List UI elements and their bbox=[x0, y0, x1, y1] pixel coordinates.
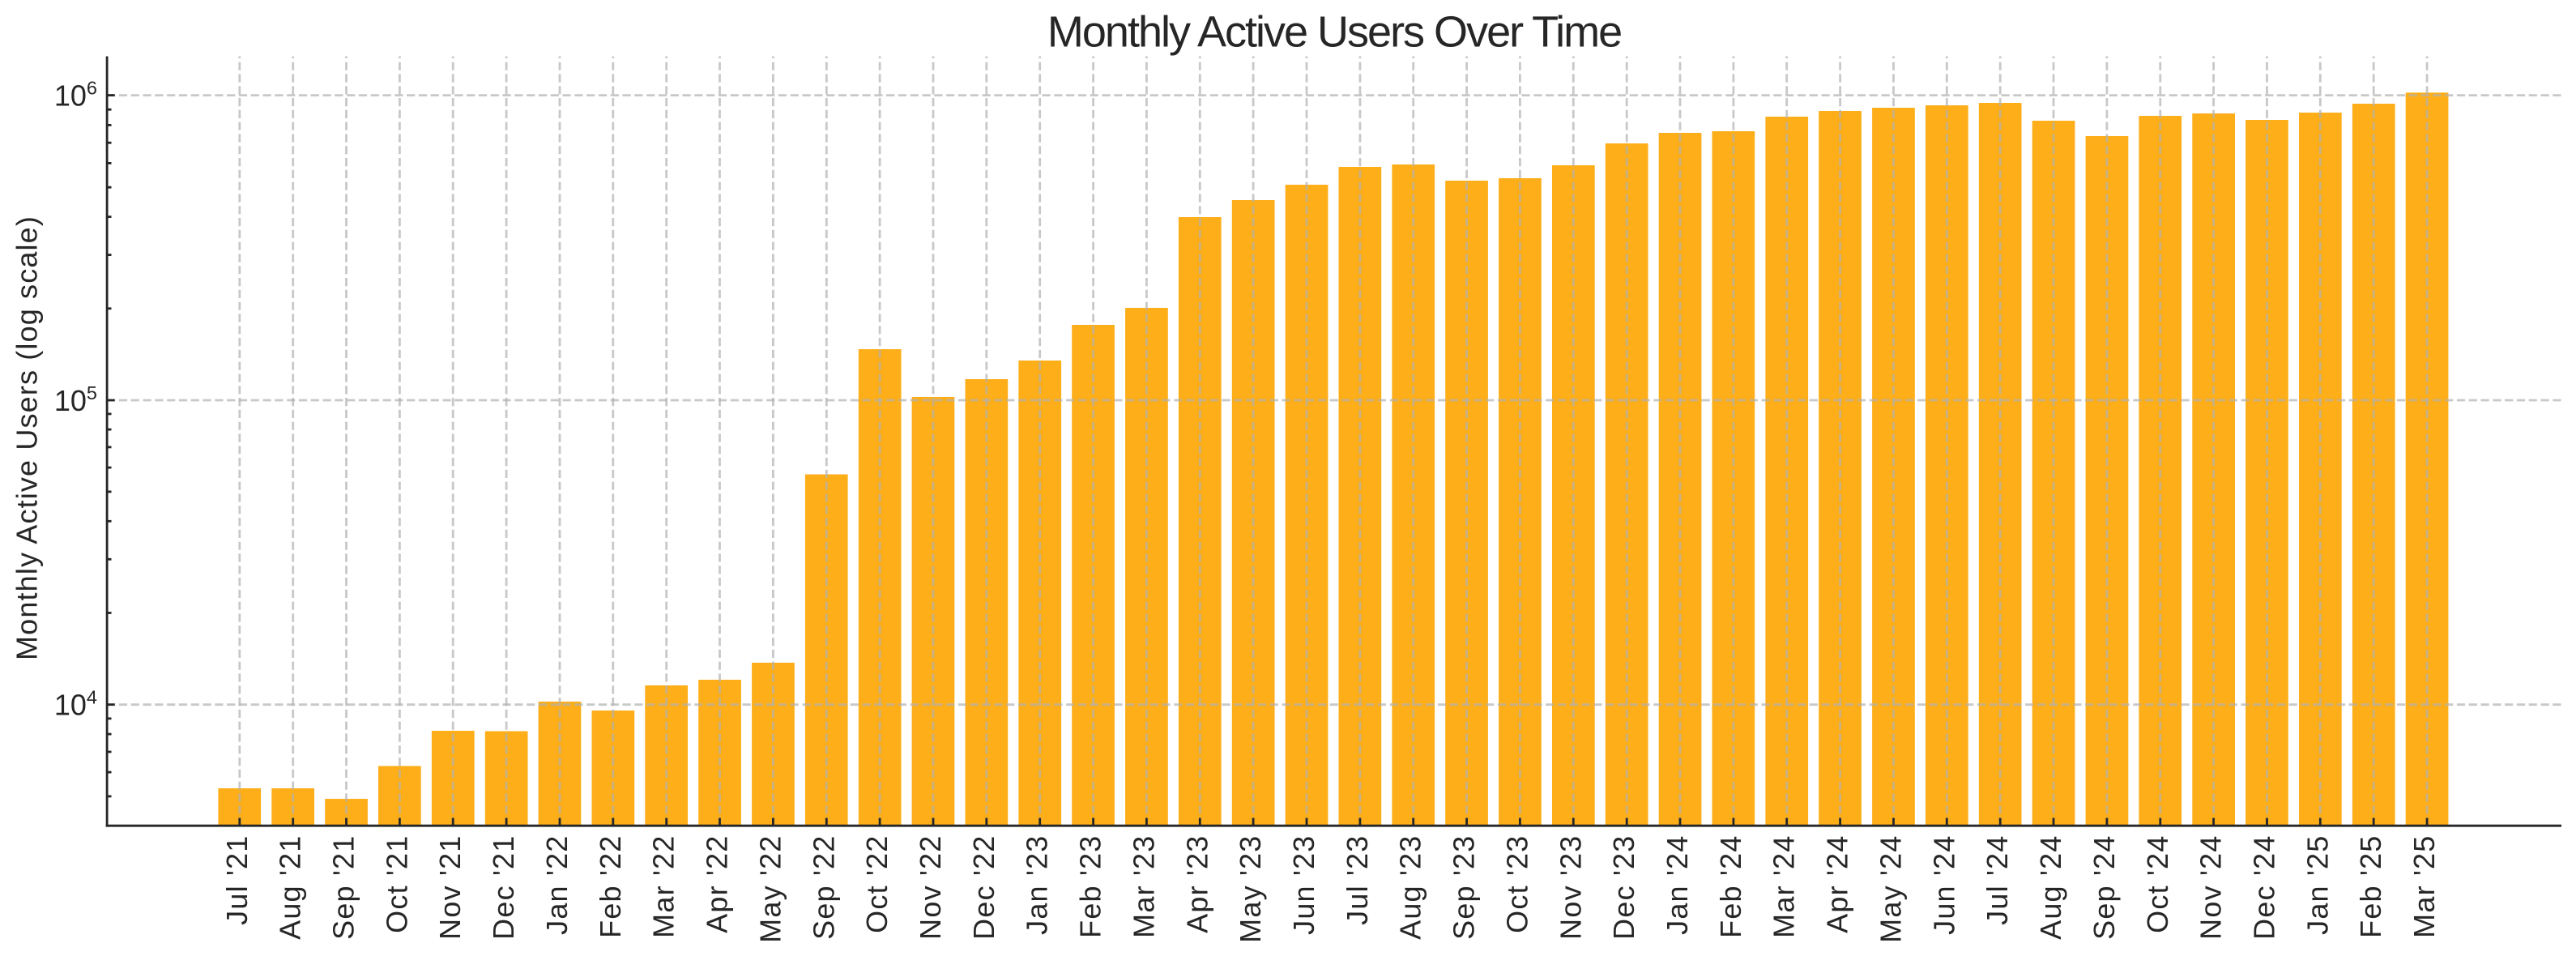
svg-text:May '22: May '22 bbox=[753, 835, 787, 943]
svg-text:Jan '24: Jan '24 bbox=[1661, 835, 1694, 935]
svg-text:Mar '23: Mar '23 bbox=[1127, 835, 1160, 938]
svg-text:Mar '25: Mar '25 bbox=[2408, 835, 2441, 938]
svg-text:Jul '23: Jul '23 bbox=[1341, 835, 1374, 925]
svg-text:Jan '22: Jan '22 bbox=[540, 835, 574, 935]
svg-text:Feb '24: Feb '24 bbox=[1714, 835, 1747, 938]
svg-text:Oct '23: Oct '23 bbox=[1500, 835, 1533, 933]
svg-text:Nov '21: Nov '21 bbox=[433, 835, 467, 940]
svg-text:Jun '24: Jun '24 bbox=[1927, 835, 1960, 935]
svg-text:Aug '24: Aug '24 bbox=[2034, 835, 2067, 940]
svg-text:Jan '25: Jan '25 bbox=[2301, 835, 2334, 935]
svg-text:Mar '22: Mar '22 bbox=[647, 835, 680, 938]
svg-text:Nov '23: Nov '23 bbox=[1554, 835, 1587, 940]
svg-text:Sep '21: Sep '21 bbox=[327, 835, 360, 940]
svg-text:Mar '24: Mar '24 bbox=[1768, 835, 1801, 938]
svg-text:Jun '23: Jun '23 bbox=[1287, 835, 1320, 935]
svg-text:Monthly Active Users (log scal: Monthly Active Users (log scale) bbox=[11, 216, 44, 660]
svg-text:Dec '23: Dec '23 bbox=[1607, 835, 1640, 940]
svg-text:Oct '22: Oct '22 bbox=[860, 835, 893, 933]
svg-text:Oct '21: Oct '21 bbox=[380, 835, 413, 933]
svg-text:Feb '22: Feb '22 bbox=[594, 835, 627, 938]
svg-text:Aug '23: Aug '23 bbox=[1394, 835, 1427, 940]
svg-text:Dec '22: Dec '22 bbox=[967, 835, 1000, 940]
svg-text:Jul '21: Jul '21 bbox=[220, 835, 254, 925]
svg-text:Nov '24: Nov '24 bbox=[2194, 835, 2228, 940]
svg-text:Dec '24: Dec '24 bbox=[2248, 835, 2281, 940]
svg-text:May '24: May '24 bbox=[1874, 835, 1908, 943]
svg-text:Jan '23: Jan '23 bbox=[1021, 835, 1054, 935]
svg-text:106: 106 bbox=[54, 78, 97, 113]
svg-text:Feb '23: Feb '23 bbox=[1074, 835, 1107, 938]
svg-text:May '23: May '23 bbox=[1234, 835, 1267, 943]
svg-text:Monthly Active Users Over Time: Monthly Active Users Over Time bbox=[1047, 8, 1621, 57]
svg-text:Jul '24: Jul '24 bbox=[1981, 835, 2014, 925]
svg-text:Feb '25: Feb '25 bbox=[2354, 835, 2387, 938]
svg-text:Dec '21: Dec '21 bbox=[487, 835, 520, 940]
svg-text:Nov '22: Nov '22 bbox=[914, 835, 947, 940]
svg-text:Sep '22: Sep '22 bbox=[807, 835, 840, 940]
svg-text:Apr '23: Apr '23 bbox=[1180, 835, 1213, 933]
svg-text:Aug '21: Aug '21 bbox=[274, 835, 307, 940]
svg-text:Sep '23: Sep '23 bbox=[1448, 835, 1481, 940]
svg-text:Sep '24: Sep '24 bbox=[2088, 835, 2121, 940]
svg-text:Apr '24: Apr '24 bbox=[1821, 835, 1854, 933]
svg-text:Oct '24: Oct '24 bbox=[2141, 835, 2174, 933]
svg-text:104: 104 bbox=[54, 687, 97, 722]
svg-text:Apr '22: Apr '22 bbox=[701, 835, 734, 933]
svg-text:105: 105 bbox=[54, 382, 97, 417]
